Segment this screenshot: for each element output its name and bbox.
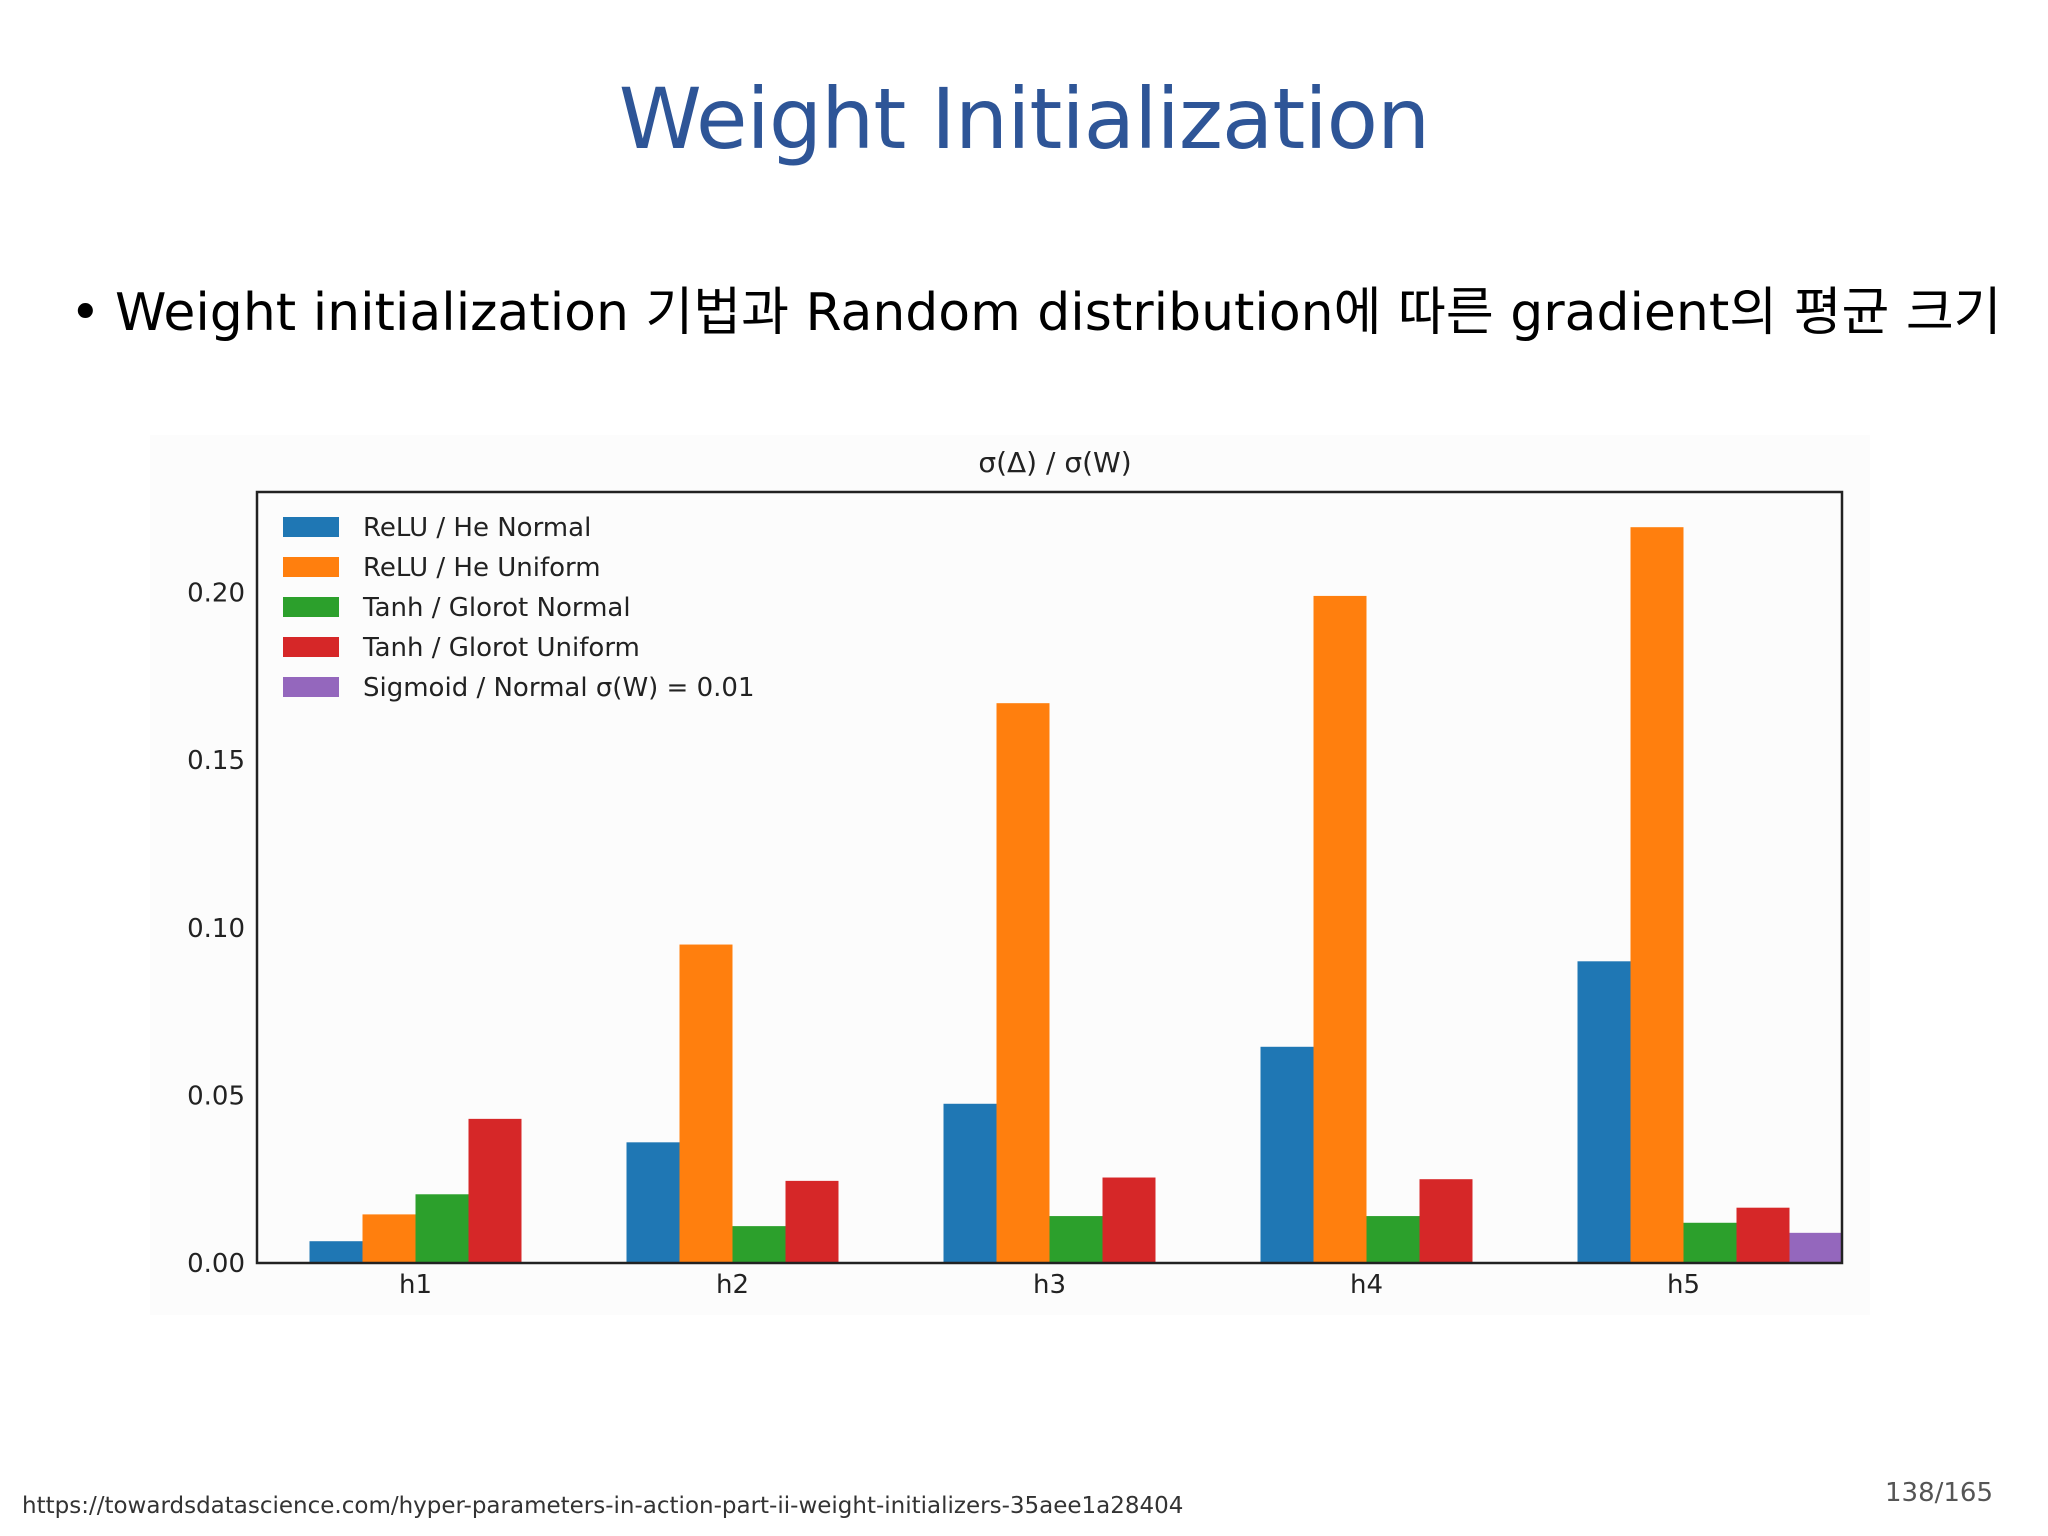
- legend-label: ReLU / He Normal: [363, 513, 591, 543]
- y-tick-label: 0.05: [187, 1081, 245, 1111]
- x-tick-label: h3: [1033, 1270, 1066, 1300]
- legend-swatch: [283, 557, 339, 577]
- y-tick-label: 0.00: [187, 1249, 245, 1279]
- plot-frame: [255, 490, 1844, 1265]
- legend-label: Tanh / Glorot Uniform: [362, 633, 640, 663]
- y-tick-label: 0.15: [187, 746, 245, 776]
- bar-h3-series-0: [943, 1103, 997, 1263]
- bar-h3-series-3: [1102, 1177, 1156, 1263]
- bar-h5-series-3: [1736, 1207, 1790, 1263]
- x-axis-ticks: h1 h2 h3 h4 h5: [399, 1270, 1700, 1300]
- bar-h3-series-2: [1049, 1216, 1103, 1263]
- bar-h4-series-0: [1260, 1046, 1314, 1263]
- chart-area: σ(Δ) / σ(W) 0.00 0.05 0.10 0.15 0.20 h1 h2 h3 h…: [150, 435, 1870, 1315]
- legend-swatch: [283, 517, 339, 537]
- bar-h4-series-2: [1366, 1216, 1420, 1263]
- bar-h4-series-3: [1419, 1179, 1473, 1263]
- bar-h1-series-0: [309, 1241, 363, 1263]
- legend-label: Sigmoid / Normal σ(W) = 0.01: [363, 673, 755, 703]
- x-tick-label: h1: [399, 1270, 432, 1300]
- legend-swatch: [283, 597, 339, 617]
- page-number: 138/165: [1885, 1478, 1994, 1508]
- bar-h1-series-3: [468, 1118, 522, 1263]
- legend: ReLU / He Normal ReLU / He Uniform Tanh / …: [283, 513, 755, 703]
- legend-label: Tanh / Glorot Normal: [362, 593, 631, 623]
- x-tick-label: h2: [716, 1270, 749, 1300]
- legend-swatch: [283, 677, 339, 697]
- bar-chart: σ(Δ) / σ(W) 0.000.050.100.150.20 h1 h2 h3 h…: [187, 446, 1844, 1300]
- bar-h2-series-2: [732, 1226, 786, 1263]
- x-tick-label: h5: [1667, 1270, 1700, 1300]
- bar-h5-series-2: [1683, 1222, 1737, 1263]
- chart-title: σ(Δ) / σ(W): [978, 446, 1131, 479]
- bar-h4-series-1: [1313, 595, 1367, 1263]
- bar-h1-series-1: [362, 1214, 416, 1263]
- bar-h5-series-4: [1789, 1232, 1843, 1263]
- y-tick-label: 0.20: [187, 579, 245, 609]
- bars-layer: [309, 527, 1843, 1263]
- legend-label: ReLU / He Uniform: [363, 553, 601, 583]
- bar-h5-series-0: [1577, 961, 1631, 1263]
- bullet-text: Weight initialization 기법과 Random distrib…: [115, 283, 2002, 343]
- bar-h2-series-1: [679, 944, 733, 1263]
- x-tick-label: h4: [1350, 1270, 1383, 1300]
- source-url[interactable]: https://towardsdatascience.com/hyper-par…: [22, 1493, 1184, 1519]
- bar-h1-series-2: [415, 1194, 469, 1263]
- bar-h3-series-1: [996, 703, 1050, 1263]
- y-tick-label: 0.10: [187, 914, 245, 944]
- legend-swatch: [283, 637, 339, 657]
- bar-h5-series-1: [1630, 527, 1684, 1263]
- y-axis-ticks: 0.00 0.05 0.10 0.15 0.20: [187, 579, 245, 1279]
- bar-h2-series-3: [785, 1180, 839, 1263]
- bullet-item: • Weight initialization 기법과 Random distri…: [70, 270, 2002, 345]
- bullet-dot: •: [70, 283, 101, 343]
- slide-title: Weight Initialization: [618, 70, 1431, 168]
- bar-h2-series-0: [626, 1142, 680, 1263]
